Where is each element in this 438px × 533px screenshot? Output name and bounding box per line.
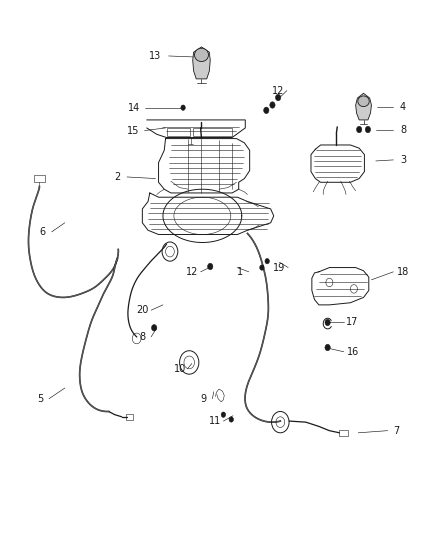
Circle shape [325, 344, 330, 351]
Text: 3: 3 [400, 155, 406, 165]
Text: 16: 16 [346, 347, 359, 357]
Text: 12: 12 [186, 267, 198, 277]
Ellipse shape [194, 48, 208, 62]
Bar [126, 414, 133, 420]
Text: 18: 18 [397, 267, 409, 277]
Ellipse shape [358, 96, 369, 107]
Circle shape [276, 94, 281, 101]
Text: 13: 13 [149, 51, 162, 61]
Text: 5: 5 [37, 394, 43, 403]
Circle shape [181, 105, 185, 110]
Polygon shape [356, 93, 371, 120]
Text: 17: 17 [346, 318, 359, 327]
Circle shape [152, 325, 157, 331]
Text: 7: 7 [393, 426, 399, 435]
Bar [193, 128, 232, 136]
Bar [167, 128, 190, 136]
Text: 8: 8 [400, 125, 406, 134]
Circle shape [264, 107, 269, 114]
Text: 2: 2 [114, 172, 120, 182]
Bar [34, 175, 45, 182]
Circle shape [221, 412, 226, 417]
Circle shape [270, 102, 275, 108]
Text: 20: 20 [136, 305, 148, 315]
Text: 11: 11 [208, 416, 221, 426]
Circle shape [265, 259, 269, 264]
Text: 10: 10 [173, 364, 186, 374]
Text: 8: 8 [139, 332, 145, 342]
Text: 14: 14 [127, 103, 140, 112]
Text: 9: 9 [201, 394, 207, 403]
Polygon shape [193, 47, 210, 79]
Circle shape [229, 417, 233, 422]
Circle shape [208, 263, 213, 270]
Circle shape [357, 126, 362, 133]
Text: 1: 1 [237, 267, 243, 277]
Circle shape [365, 126, 371, 133]
Text: 19: 19 [273, 263, 286, 272]
Circle shape [325, 319, 330, 326]
Bar [339, 430, 348, 436]
Text: 15: 15 [127, 126, 140, 135]
Text: 6: 6 [40, 227, 46, 237]
Text: 12: 12 [272, 86, 284, 95]
Text: 4: 4 [400, 102, 406, 111]
Circle shape [260, 265, 264, 270]
